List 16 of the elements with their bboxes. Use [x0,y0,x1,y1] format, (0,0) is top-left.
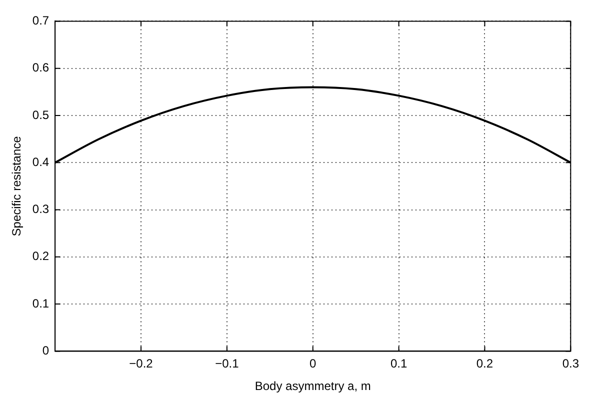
y-tick-label: 0 [42,344,50,358]
y-tick-label: 0.6 [32,60,50,75]
y-tick-label: 0.1 [32,296,50,310]
x-tick-label: 0.2 [476,356,494,371]
x-tick-label: −0.1 [215,356,240,371]
x-tick-label: −0.2 [129,356,154,371]
y-tick-label: 0.3 [32,202,50,216]
y-tick-label: 0.7 [32,14,50,28]
y-tick-label: 0.4 [32,154,50,169]
y-tick-label: 0.5 [32,108,50,122]
x-tick-label: 0.3 [562,356,580,371]
x-tick-label: 0.1 [390,356,408,371]
y-tick-label: 0.2 [32,249,50,264]
x-tick-label: 0 [310,356,317,371]
x-axis-title: Body asymmetry a, m [254,379,371,394]
y-axis-title: Specific resistance [10,136,24,236]
